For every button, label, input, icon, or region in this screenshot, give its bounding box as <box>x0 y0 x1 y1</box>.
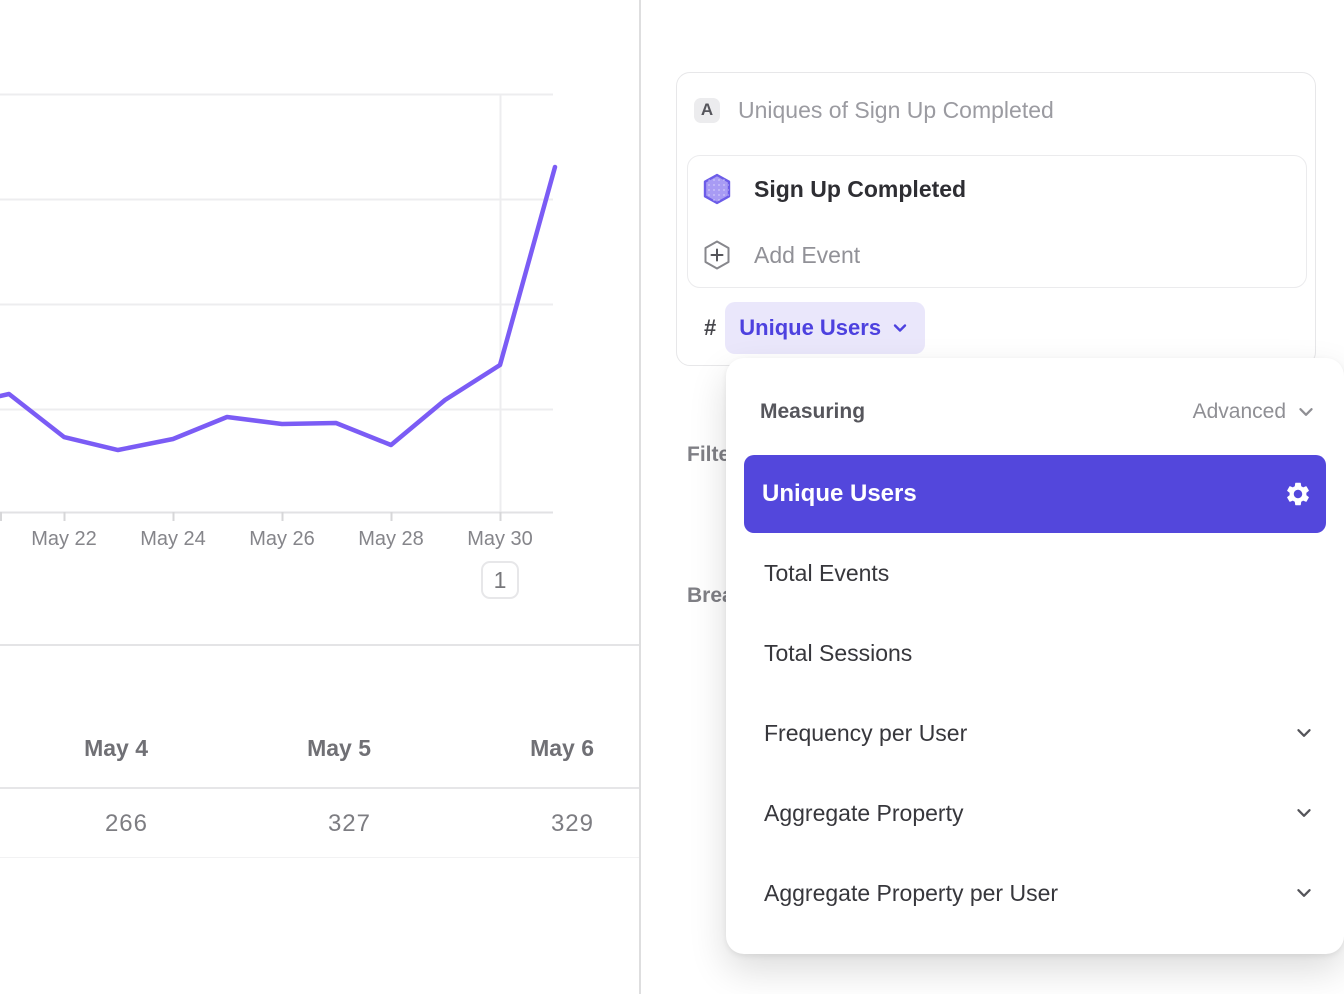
event-row[interactable]: Sign Up Completed <box>688 156 1306 222</box>
add-event-button[interactable]: Add Event <box>688 222 1306 288</box>
chevron-down-icon <box>1294 723 1314 743</box>
x-tick-label: May 22 <box>31 528 97 550</box>
line-chart: May 22 May 24 May 26 May 28 May 30 <box>0 93 558 550</box>
menu-item-label: Aggregate Property <box>764 799 964 826</box>
panel-divider <box>639 0 641 994</box>
table-value-cell: 327 <box>327 810 371 837</box>
filter-section-label: Filter <box>687 443 739 466</box>
menu-item-total-sessions[interactable]: Total Sessions <box>726 613 1344 693</box>
measure-value: Unique Users <box>739 315 882 340</box>
dropdown-header: Measuring Advanced <box>760 394 1316 430</box>
measure-row: # Unique Users <box>704 302 926 354</box>
event-hexagon-icon <box>702 173 732 205</box>
event-name: Sign Up Completed <box>754 175 967 202</box>
chevron-down-icon <box>1294 883 1314 903</box>
series-title: Uniques of Sign Up Completed <box>738 96 1054 123</box>
table-row: 266 327 329 <box>0 798 594 850</box>
chart-line <box>0 164 558 453</box>
metric-query-card: A Uniques of Sign Up Completed <box>676 72 1316 366</box>
add-event-hexagon-plus-icon <box>702 239 732 271</box>
menu-item-label: Unique Users <box>762 480 917 507</box>
menu-item-label: Aggregate Property per User <box>764 879 1059 906</box>
chevron-down-icon <box>891 319 909 337</box>
series-letter-badge[interactable]: A <box>694 97 720 123</box>
table-header-underline <box>0 787 639 789</box>
menu-item-label: Total Events <box>764 559 890 586</box>
chevron-down-icon <box>1294 803 1314 823</box>
gear-icon[interactable] <box>1284 480 1312 508</box>
menu-item-label: Frequency per User <box>764 719 968 746</box>
table-header-cell: May 5 <box>307 735 371 761</box>
advanced-mode-select[interactable]: Advanced <box>1193 400 1316 424</box>
table-header-cell: May 6 <box>530 735 594 761</box>
table-value-cell: 329 <box>550 810 594 837</box>
menu-item-label: Total Sessions <box>764 639 913 666</box>
table-header-row: May 4 May 5 May 6 <box>0 722 594 774</box>
table-value-cell: 266 <box>104 810 148 837</box>
measure-dropdown-chip[interactable]: Unique Users <box>725 302 926 354</box>
table-row-underline <box>0 857 639 858</box>
x-tick-label: May 30 <box>467 528 533 550</box>
menu-item-frequency-per-user[interactable]: Frequency per User <box>726 693 1344 773</box>
event-card: Sign Up Completed Add Event <box>687 155 1307 288</box>
advanced-mode-value: Advanced <box>1192 400 1286 423</box>
chart-x-axis <box>0 511 553 521</box>
x-tick-label: May 28 <box>358 528 424 550</box>
measuring-label: Measuring <box>760 400 866 423</box>
series-header: A Uniques of Sign Up Completed <box>694 97 1054 123</box>
measuring-dropdown-menu: Measuring Advanced Unique Users Total Ev… <box>726 358 1344 954</box>
menu-item-aggregate-property[interactable]: Aggregate Property <box>726 773 1344 853</box>
add-event-label: Add Event <box>754 241 861 268</box>
table-top-divider <box>0 644 639 646</box>
table-header-cell: May 4 <box>84 735 148 761</box>
chevron-down-icon <box>1296 402 1316 422</box>
x-tick-label: May 24 <box>140 528 206 550</box>
hash-symbol: # <box>704 315 717 340</box>
menu-item-unique-users[interactable]: Unique Users <box>744 455 1326 533</box>
menu-item-total-events[interactable]: Total Events <box>726 533 1344 613</box>
pagination-page-button[interactable]: 1 <box>481 561 519 599</box>
chart-gridlines <box>0 93 553 512</box>
x-tick-label: May 26 <box>249 528 315 550</box>
menu-item-aggregate-property-per-user[interactable]: Aggregate Property per User <box>726 853 1344 933</box>
